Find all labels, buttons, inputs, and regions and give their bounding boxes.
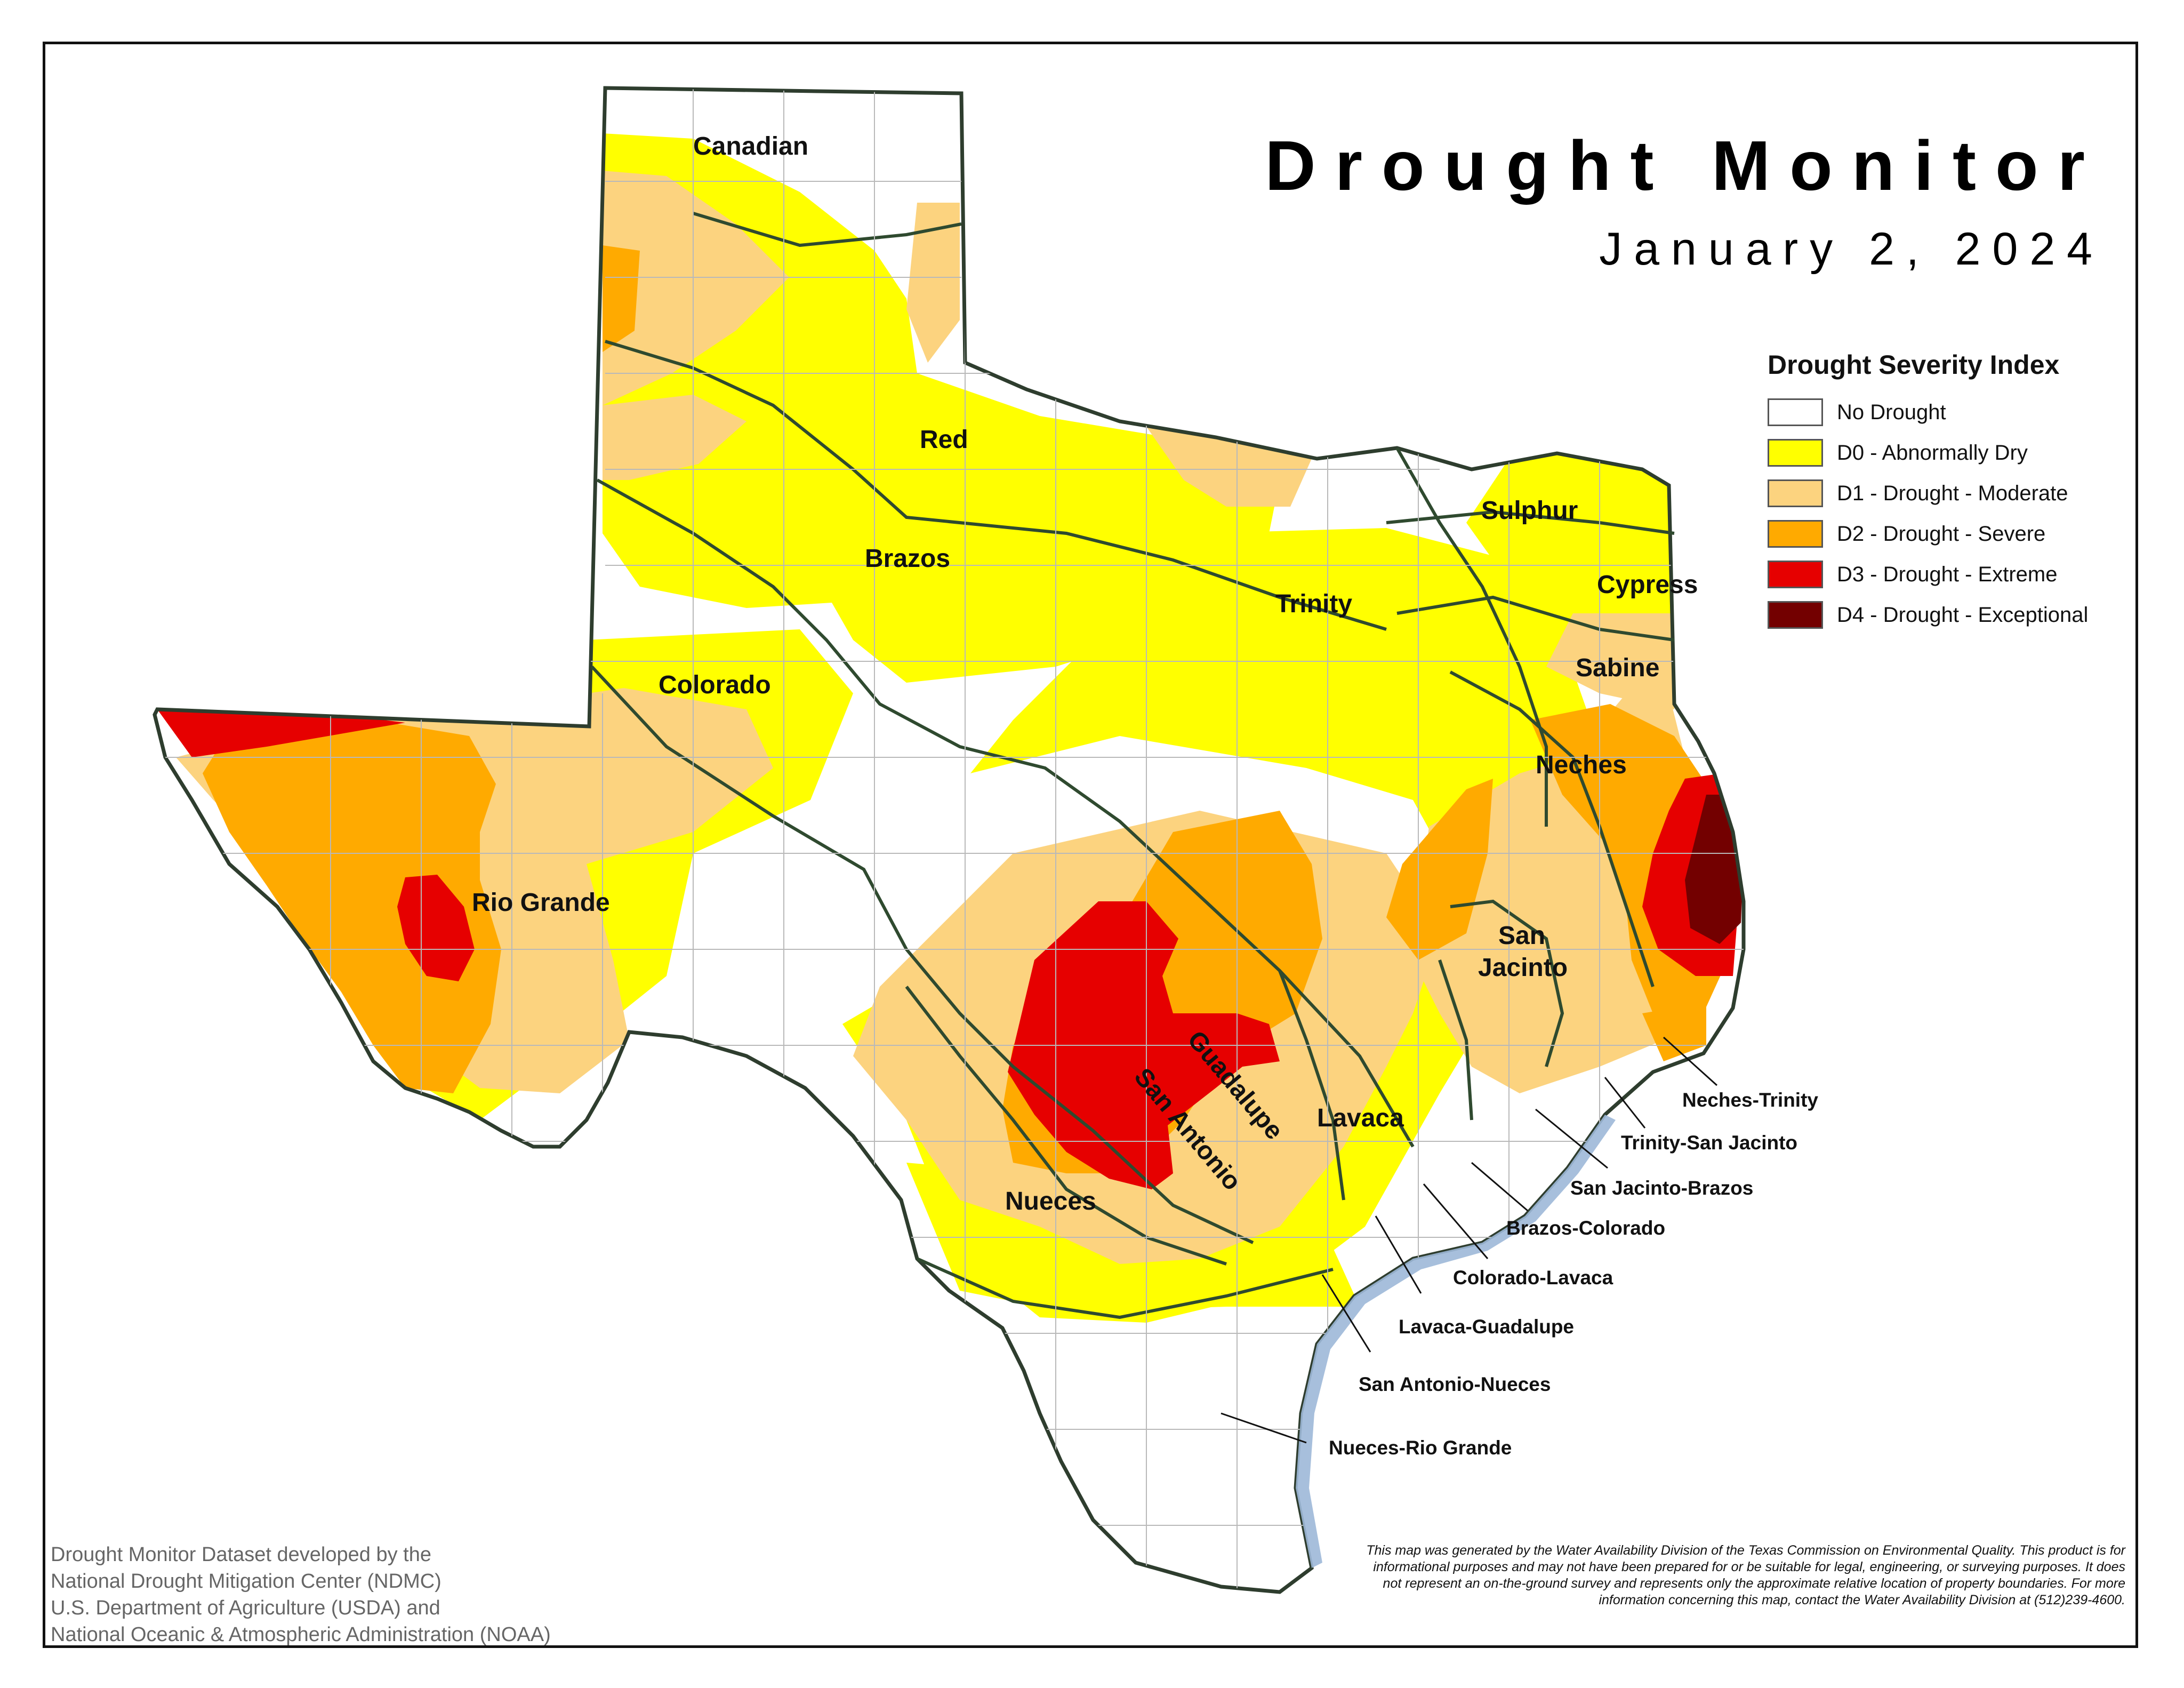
legend-label: No Drought (1837, 400, 1946, 424)
credit-line: U.S. Department of Agriculture (USDA) an… (51, 1597, 440, 1619)
legend-swatch (1768, 398, 1823, 426)
label-trinity-san-jacinto: Trinity-San Jacinto (1621, 1132, 1797, 1154)
label-brazos: Brazos (865, 545, 950, 573)
label-nueces: Nueces (1005, 1187, 1096, 1215)
label-neches: Neches (1536, 751, 1627, 779)
drought-shading (152, 86, 1746, 1594)
legend: Drought Severity Index No Drought D0 - A… (1768, 349, 2088, 635)
label-neches-trinity: Neches-Trinity (1682, 1089, 1818, 1111)
label-san-jacinto-brazos: San Jacinto-Brazos (1570, 1177, 1753, 1199)
credit-line: National Oceanic & Atmospheric Administr… (51, 1623, 551, 1646)
map-frame (43, 42, 2138, 1648)
label-nueces-rio-grande: Nueces-Rio Grande (1329, 1437, 1512, 1459)
label-san-jacinto-line2: Jacinto (1478, 954, 1568, 982)
legend-label: D1 - Drought - Moderate (1837, 481, 2068, 505)
disclaimer-text: This map was generated by the Water Avai… (1366, 1543, 2125, 1607)
label-san-antonio-nueces: San Antonio-Nueces (1359, 1373, 1551, 1395)
texas-outline (152, 86, 1746, 1594)
legend-item: D3 - Drought - Extreme (1768, 554, 2088, 595)
d4-exceptional-areas (1685, 795, 1744, 944)
label-colorado-lavaca: Colorado-Lavaca (1453, 1267, 1613, 1289)
label-brazos-colorado: Brazos-Colorado (1506, 1217, 1665, 1239)
data-credits: Drought Monitor Dataset developed by the… (51, 1541, 551, 1648)
legend-item: D4 - Drought - Exceptional (1768, 595, 2088, 635)
label-canadian: Canadian (693, 132, 808, 161)
map-date: January 2, 2024 (1599, 223, 2104, 275)
label-cypress: Cypress (1597, 571, 1698, 599)
label-san-jacinto-line1: San (1498, 922, 1545, 950)
label-rio-grande: Rio Grande (472, 889, 610, 917)
label-trinity: Trinity (1275, 590, 1352, 618)
label-sulphur: Sulphur (1481, 497, 1578, 525)
legend-swatch (1768, 520, 1823, 548)
legend-item: No Drought (1768, 392, 2088, 433)
legend-title: Drought Severity Index (1768, 350, 2060, 380)
legend-label: D3 - Drought - Extreme (1837, 562, 2058, 586)
credit-line: Drought Monitor Dataset developed by the (51, 1543, 431, 1566)
legend-label: D0 - Abnormally Dry (1837, 441, 2028, 465)
label-lavaca: Lavaca (1317, 1104, 1404, 1132)
legend-item: D1 - Drought - Moderate (1768, 473, 2088, 514)
label-colorado: Colorado (659, 671, 771, 699)
legend-item: D2 - Drought - Severe (1768, 514, 2088, 554)
gulf-coast-bays (1296, 1115, 1616, 1568)
legend-swatch (1768, 601, 1823, 629)
map-title: Drought Monitor (1265, 126, 2104, 205)
legend-item: D0 - Abnormally Dry (1768, 433, 2088, 473)
label-lavaca-guadalupe: Lavaca-Guadalupe (1399, 1316, 1574, 1338)
credit-line: National Drought Mitigation Center (NDMC… (51, 1570, 441, 1593)
legend-swatch (1768, 439, 1823, 467)
legend-label: D4 - Drought - Exceptional (1837, 603, 2089, 627)
legend-label: D2 - Drought - Severe (1837, 522, 2046, 546)
coastal-basin-labels: Neches-Trinity Trinity-San Jacinto San J… (1329, 1089, 1818, 1459)
label-sabine: Sabine (1576, 654, 1659, 682)
legend-swatch (1768, 479, 1823, 507)
coastal-leader-lines (1221, 1036, 1718, 1444)
legend-swatch (1768, 561, 1823, 588)
label-red: Red (920, 426, 968, 454)
